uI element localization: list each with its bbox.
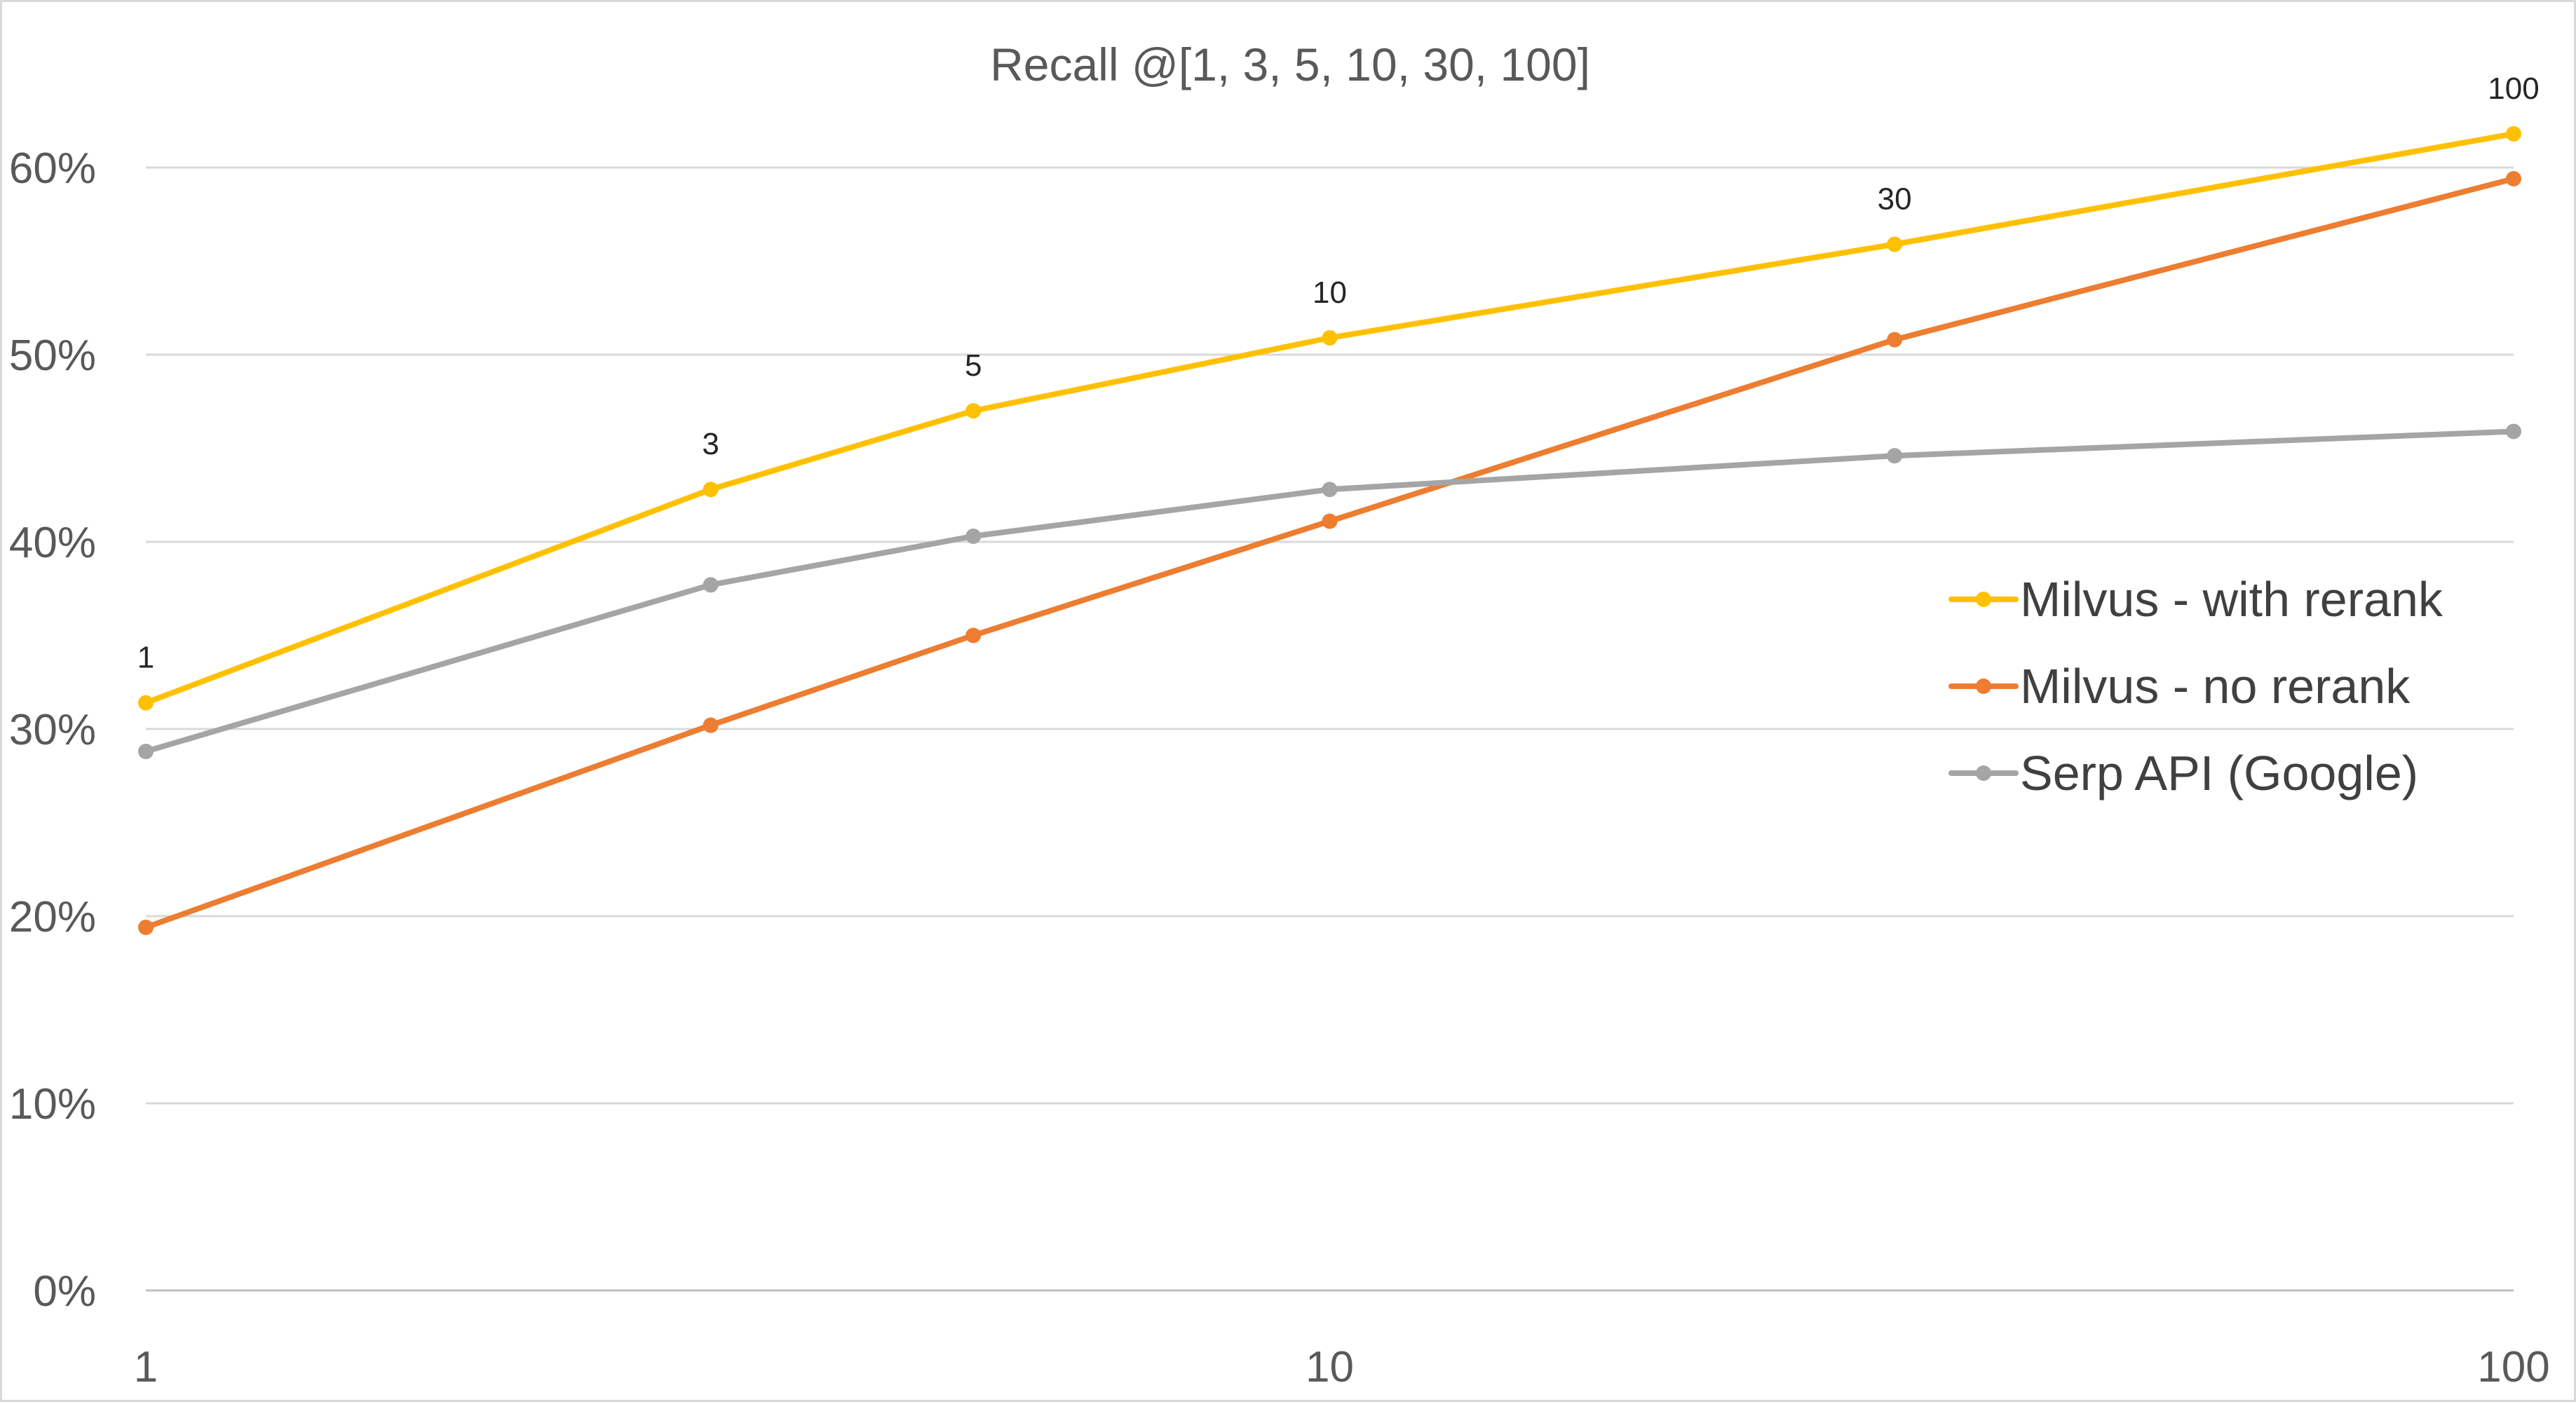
y-tick-label: 10% bbox=[9, 1080, 96, 1129]
legend-item: Milvus - no rerank bbox=[1948, 659, 2411, 714]
data-point bbox=[965, 627, 982, 643]
data-point bbox=[2506, 171, 2521, 187]
legend: Milvus - with rerank Milvus - no rerank Se… bbox=[1948, 572, 2443, 800]
chart-title: Recall @[1, 3, 5, 10, 30, 100] bbox=[990, 39, 1590, 90]
legend-item: Serp API (Google) bbox=[1948, 746, 2418, 800]
legend-swatch-marker bbox=[1976, 679, 1991, 694]
series-lines bbox=[138, 125, 2521, 936]
data-point bbox=[703, 577, 719, 593]
y-tick-label: 0% bbox=[33, 1267, 96, 1316]
data-point bbox=[703, 717, 719, 733]
legend-label: Milvus - no rerank bbox=[2020, 659, 2411, 714]
data-point bbox=[1322, 482, 1338, 498]
legend-swatch-marker bbox=[1976, 592, 1991, 607]
data-label: 100 bbox=[2488, 71, 2539, 106]
y-tick-label: 30% bbox=[9, 706, 96, 754]
y-axis-ticks: 0% 10% 20% 30% 40% 50% 60% bbox=[9, 144, 96, 1316]
data-point bbox=[138, 744, 154, 760]
data-point bbox=[138, 920, 154, 936]
x-tick-label: 10 bbox=[1306, 1343, 1354, 1391]
data-point bbox=[2506, 125, 2521, 142]
data-point bbox=[1322, 513, 1338, 529]
data-point bbox=[1887, 448, 1903, 464]
gridlines bbox=[146, 166, 2514, 1292]
series-line bbox=[143, 428, 2516, 754]
y-tick-label: 40% bbox=[9, 519, 96, 567]
x-tick-label: 1 bbox=[134, 1343, 158, 1391]
legend-swatch-marker bbox=[1976, 765, 1991, 781]
y-tick-label: 20% bbox=[9, 893, 96, 941]
legend-label: Milvus - with rerank bbox=[2020, 572, 2443, 627]
data-label: 1 bbox=[137, 641, 154, 675]
legend-item: Milvus - with rerank bbox=[1948, 572, 2443, 627]
y-tick-label: 50% bbox=[9, 332, 96, 380]
data-point bbox=[965, 528, 982, 544]
series-line bbox=[143, 130, 2516, 706]
series-3 bbox=[138, 423, 2521, 760]
data-label: 3 bbox=[702, 427, 719, 461]
data-point bbox=[1887, 236, 1903, 252]
data-point bbox=[2506, 423, 2521, 439]
data-point bbox=[138, 695, 154, 711]
data-labels: 1 3 5 10 30 100 bbox=[137, 71, 2540, 675]
x-axis-ticks: 1 10 100 bbox=[134, 1343, 2550, 1391]
y-tick-label: 60% bbox=[9, 144, 96, 193]
data-label: 5 bbox=[965, 348, 982, 383]
series-2 bbox=[138, 171, 2521, 936]
legend-label: Serp API (Google) bbox=[2020, 746, 2418, 800]
data-point bbox=[703, 482, 719, 498]
series-line bbox=[143, 176, 2516, 930]
series-1 bbox=[138, 125, 2521, 711]
data-point bbox=[1322, 329, 1338, 346]
data-point bbox=[1887, 332, 1903, 348]
x-tick-label: 100 bbox=[2477, 1343, 2549, 1391]
data-label: 30 bbox=[1878, 182, 1912, 216]
data-point bbox=[965, 403, 982, 419]
data-label: 10 bbox=[1313, 275, 1347, 310]
